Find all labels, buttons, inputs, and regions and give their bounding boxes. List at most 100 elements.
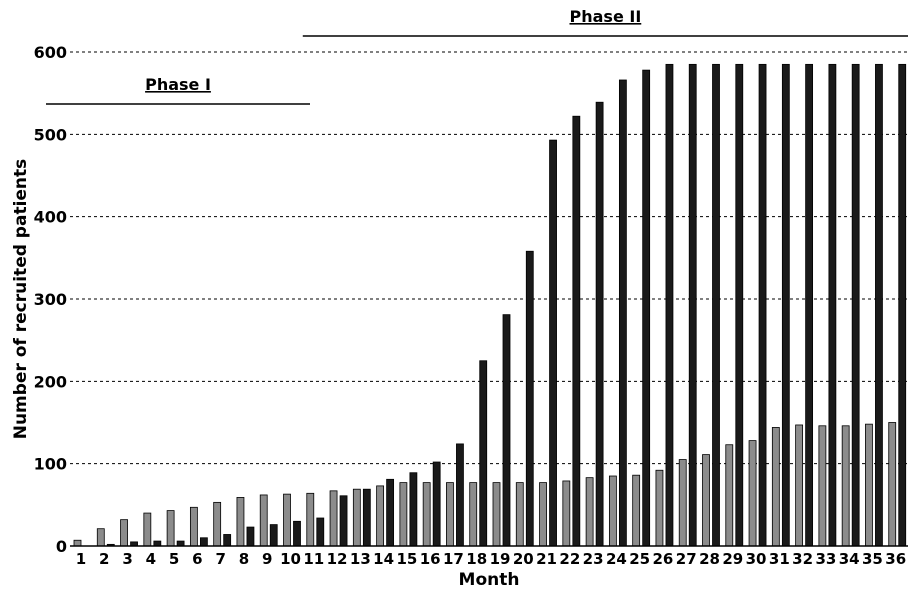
x-axis-label: Month xyxy=(459,570,520,590)
x-tick-label: 13 xyxy=(350,550,371,568)
bar-series-2 xyxy=(269,524,278,547)
bar-series-1 xyxy=(608,475,617,547)
bars xyxy=(73,63,907,547)
y-tick-label: 500 xyxy=(34,125,67,144)
bar-series-1 xyxy=(818,425,827,547)
bar-series-2 xyxy=(851,63,860,547)
x-tick-label: 25 xyxy=(629,550,650,568)
bar-series-1 xyxy=(399,482,408,547)
bar-series-2 xyxy=(665,63,674,547)
bar-series-1 xyxy=(166,510,175,547)
bar-series-2 xyxy=(572,115,581,547)
bar-series-1 xyxy=(841,425,850,547)
bar-series-2 xyxy=(432,461,441,547)
bar-series-2 xyxy=(479,360,488,547)
gridlines xyxy=(70,51,908,465)
bar-series-2 xyxy=(362,488,371,547)
bar-series-2 xyxy=(549,139,557,547)
y-tick-label: 0 xyxy=(56,537,67,556)
x-tick-label: 21 xyxy=(536,550,557,568)
bar-series-1 xyxy=(888,422,897,547)
bar-series-2 xyxy=(781,63,790,547)
bar-series-1 xyxy=(562,480,571,547)
bar-series-2 xyxy=(316,517,325,547)
bar-series-2 xyxy=(246,526,255,547)
phase-label: Phase II xyxy=(570,7,642,26)
bar-series-2 xyxy=(758,63,767,547)
bar-series-2 xyxy=(735,63,744,547)
bar-series-1 xyxy=(143,512,152,547)
x-tick-labels: 1 2 3 4 5 6 7 8 9 10 11 12 13 14 15 16 17 18 19 20 21 22 23 24 2… xyxy=(76,550,906,568)
x-tick-label: 20 xyxy=(513,550,534,568)
x-tick-label: 22 xyxy=(559,550,580,568)
y-tick-label: 400 xyxy=(34,208,67,227)
x-tick-label: 26 xyxy=(653,550,674,568)
bar-series-1 xyxy=(120,519,128,547)
x-tick-label: 36 xyxy=(885,550,906,568)
bar-series-1 xyxy=(771,427,780,547)
phase-label: Phase I xyxy=(145,75,211,94)
bar-series-1 xyxy=(422,482,431,547)
bar-series-2 xyxy=(875,63,883,547)
x-tick-label: 14 xyxy=(373,550,394,568)
bar-series-1 xyxy=(655,469,664,547)
x-tick-label: 17 xyxy=(443,550,464,568)
bar-series-1 xyxy=(376,485,385,547)
bar-series-2 xyxy=(223,534,232,547)
bar-series-1 xyxy=(492,482,501,547)
x-tick-label: 30 xyxy=(746,550,767,568)
bar-series-1 xyxy=(213,501,222,547)
x-tick-label: 4 xyxy=(146,550,156,568)
x-tick-label: 10 xyxy=(280,550,301,568)
x-tick-label: 1 xyxy=(76,550,86,568)
bar-series-1 xyxy=(306,492,315,547)
x-tick-label: 34 xyxy=(839,550,860,568)
bar-series-2 xyxy=(386,478,395,547)
phase-annotations: Phase I Phase II xyxy=(46,7,908,105)
bar-series-1 xyxy=(469,482,478,547)
bar-series-1 xyxy=(748,440,757,547)
bar-series-1 xyxy=(96,528,105,547)
x-tick-label: 6 xyxy=(192,550,202,568)
bar-series-2 xyxy=(618,79,627,547)
y-tick-labels: 0 100 200 300 400 500 600 xyxy=(34,43,67,556)
x-tick-label: 24 xyxy=(606,550,627,568)
x-tick-label: 33 xyxy=(815,550,836,568)
bar-series-2 xyxy=(642,69,651,547)
bar-series-2 xyxy=(688,63,697,547)
bar-series-2 xyxy=(293,520,301,547)
bar-series-1 xyxy=(446,482,454,547)
y-tick-label: 200 xyxy=(34,372,67,391)
bar-series-1 xyxy=(725,444,734,547)
bar-series-2 xyxy=(409,472,418,547)
x-tick-label: 27 xyxy=(676,550,697,568)
bar-series-1 xyxy=(539,482,547,547)
bar-series-2 xyxy=(502,314,511,547)
x-tick-label: 12 xyxy=(327,550,348,568)
x-tick-label: 3 xyxy=(122,550,132,568)
bar-series-1 xyxy=(236,497,245,547)
bar-series-1 xyxy=(352,488,361,547)
bar-series-2 xyxy=(805,63,814,547)
bar-series-2 xyxy=(898,63,907,547)
bar-series-2 xyxy=(712,63,720,547)
x-tick-label: 32 xyxy=(792,550,813,568)
bar-series-2 xyxy=(828,63,837,547)
x-tick-label: 16 xyxy=(420,550,441,568)
x-tick-label: 9 xyxy=(262,550,272,568)
bar-series-2 xyxy=(595,101,604,547)
bar-series-1 xyxy=(329,490,338,547)
y-tick-label: 300 xyxy=(34,290,67,309)
x-tick-label: 2 xyxy=(99,550,109,568)
x-tick-label: 8 xyxy=(239,550,249,568)
bar-series-1 xyxy=(865,423,873,547)
x-tick-label: 15 xyxy=(396,550,417,568)
bar-series-1 xyxy=(73,539,82,547)
x-tick-label: 18 xyxy=(466,550,487,568)
bar-series-1 xyxy=(283,493,291,547)
y-tick-label: 600 xyxy=(34,43,67,62)
bar-series-2 xyxy=(199,537,208,547)
x-tick-label: 7 xyxy=(215,550,225,568)
y-axis-label: Number of recruited patients xyxy=(11,159,31,440)
